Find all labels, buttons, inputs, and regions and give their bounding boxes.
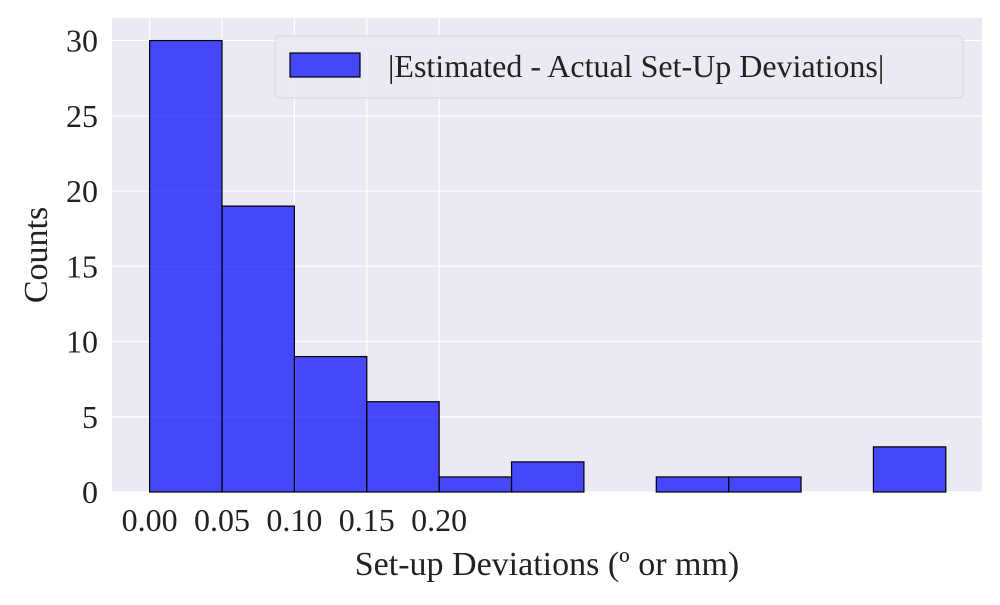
x-tick-label: 0.20 <box>411 502 467 538</box>
histogram-bar <box>221 205 295 493</box>
histogram-bar <box>149 39 223 493</box>
x-tick-labels: 0.00 0.05 0.10 0.15 0.20 <box>122 502 468 538</box>
histogram-bar <box>655 476 730 493</box>
y-tick-label: 30 <box>66 23 98 59</box>
histogram-bar <box>293 355 368 493</box>
y-tick-label: 0 <box>82 474 98 510</box>
histogram-bar <box>366 401 440 493</box>
x-tick-label: 0.05 <box>194 502 250 538</box>
x-tick-label: 0.10 <box>266 502 322 538</box>
histogram-bar <box>872 446 947 493</box>
legend-swatch <box>289 52 361 78</box>
x-tick-label: 0.00 <box>122 502 178 538</box>
y-tick-label: 5 <box>82 399 98 435</box>
legend-label: |Estimated - Actual Set-Up Deviations| <box>388 48 884 84</box>
histogram-bar <box>728 476 802 493</box>
histogram-bar <box>438 476 513 493</box>
y-axis-label: Counts <box>18 207 55 303</box>
legend: |Estimated - Actual Set-Up Deviations| <box>274 35 964 99</box>
y-tick-label: 25 <box>66 98 98 134</box>
x-tick-label: 0.15 <box>339 502 395 538</box>
y-tick-label: 15 <box>66 248 98 284</box>
y-tick-label: 10 <box>66 324 98 360</box>
bars <box>149 39 947 493</box>
histogram-bar <box>510 461 585 493</box>
y-tick-label: 20 <box>66 173 98 209</box>
legend-box <box>274 35 964 99</box>
x-axis-label: Set-up Deviations (º or mm) <box>355 546 739 583</box>
y-tick-labels: 0 5 10 15 20 25 30 <box>66 23 98 510</box>
